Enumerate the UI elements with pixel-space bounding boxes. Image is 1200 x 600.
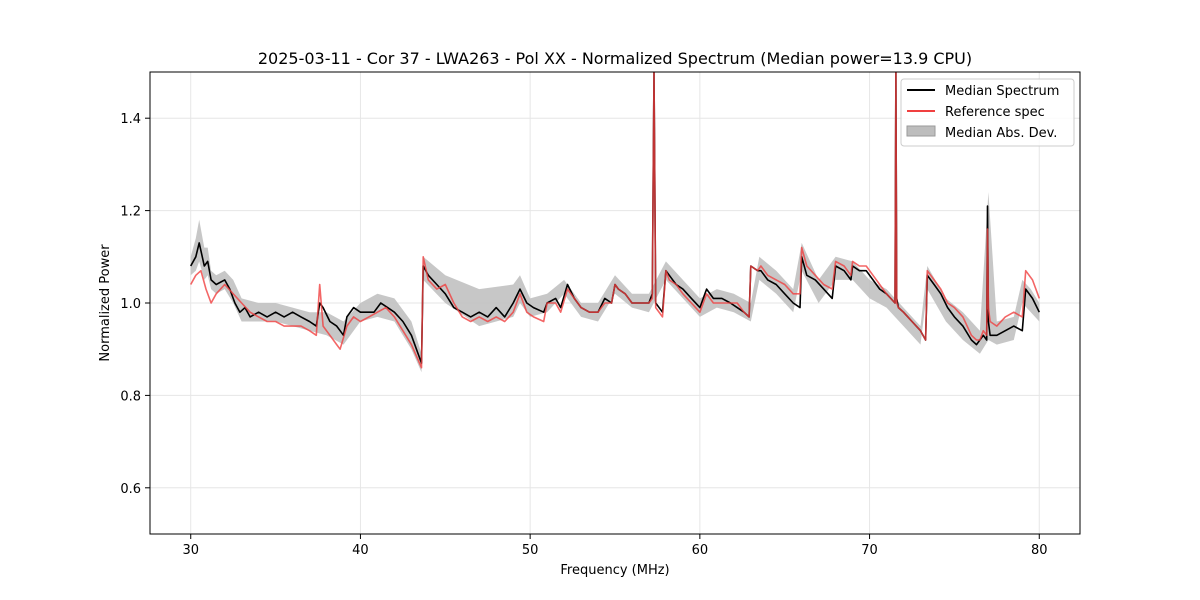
y-axis-label: Normalized Power: [98, 244, 113, 362]
legend-median-label: Median Spectrum: [945, 84, 1059, 99]
x-tick-label: 80: [1031, 543, 1048, 558]
legend-mad-label: Median Abs. Dev.: [945, 126, 1057, 141]
legend-box: [900, 78, 1075, 147]
mad-band: [190, 192, 1040, 373]
y-tick-label: 1.0: [120, 297, 141, 312]
x-tick-label: 30: [182, 543, 199, 558]
x-axis: 30 40 50 60 70 80: [182, 534, 1048, 558]
y-tick-label: 1.4: [120, 112, 141, 127]
x-tick-label: 40: [352, 543, 369, 558]
chart-title: 2025-03-11 - Cor 37 - LWA263 - Pol XX - …: [258, 49, 972, 68]
y-tick-label: 0.6: [120, 482, 141, 497]
legend-reference-label: Reference spec: [945, 105, 1045, 120]
y-tick-label: 0.8: [120, 389, 141, 404]
x-axis-label: Frequency (MHz): [560, 563, 669, 578]
legend-mad-swatch: [906, 125, 936, 137]
x-tick-label: 70: [861, 543, 878, 558]
series-layer: [190, 72, 1041, 369]
mad-band-layer: [190, 192, 1040, 373]
x-tick-label: 50: [522, 543, 539, 558]
y-tick-label: 1.2: [120, 205, 141, 220]
legend: Median Spectrum Reference spec Median Ab…: [900, 78, 1075, 147]
x-tick-label: 60: [692, 543, 709, 558]
reference-spectrum-line: [190, 72, 1041, 369]
y-axis: 0.6 0.8 1.0 1.2 1.4: [120, 112, 150, 497]
